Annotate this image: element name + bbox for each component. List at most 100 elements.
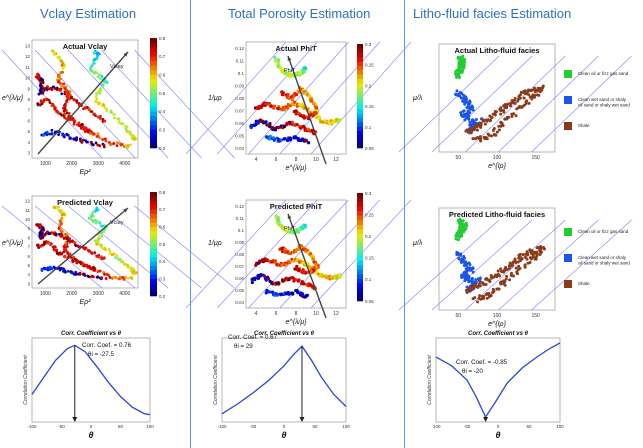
x-tick-label: 100	[556, 424, 564, 429]
data-point	[62, 135, 66, 139]
data-point-brown	[496, 269, 500, 273]
data-point-blue	[462, 97, 466, 101]
data-point	[55, 86, 59, 90]
data-point	[286, 102, 290, 107]
y-tick-label: 8	[27, 235, 30, 240]
data-point	[65, 99, 69, 103]
data-point-brown	[468, 127, 472, 131]
data-point-blue	[465, 285, 469, 289]
y-axis-label: Correlation Coefficient	[23, 355, 29, 405]
colorbar-segment	[357, 274, 363, 279]
data-point-green	[458, 227, 462, 231]
data-point-blue	[460, 274, 464, 278]
colorbar-segment	[150, 47, 157, 53]
colorbar-tick: 0.7	[159, 54, 166, 59]
x-tick-label: 4	[255, 311, 258, 317]
data-point	[96, 275, 100, 279]
data-point-blue	[473, 280, 477, 284]
data-point	[51, 85, 55, 89]
x-tick-label: -50	[464, 424, 471, 429]
data-point	[62, 237, 66, 240]
y-tick-label: 4	[27, 272, 30, 277]
data-point	[285, 106, 290, 110]
colorbar-segment	[357, 83, 363, 88]
data-point-blue	[455, 89, 459, 93]
colorbar-tick: 0.25	[365, 212, 374, 217]
data-point	[316, 265, 320, 269]
x-tick-label: 0	[283, 424, 286, 429]
data-point-brown	[495, 130, 499, 134]
colorbar-segment	[357, 251, 363, 257]
x-tick-label: 12	[333, 157, 339, 163]
y-tick-label: 0.09	[235, 84, 244, 89]
data-point-brown	[488, 114, 492, 118]
data-point	[75, 136, 79, 140]
data-point-brown	[507, 264, 511, 268]
data-point-brown	[528, 95, 532, 99]
colorbar-segment	[150, 79, 157, 85]
data-point	[91, 143, 95, 147]
data-point	[130, 277, 134, 280]
colorbar-tick: 0.5	[159, 91, 166, 96]
colorbar-segment	[357, 143, 363, 149]
data-point-brown	[533, 95, 537, 99]
data-point	[302, 91, 306, 95]
data-point	[96, 115, 100, 119]
plot-area	[31, 39, 139, 159]
data-point	[58, 89, 62, 92]
x-tick-label: 12	[333, 311, 339, 317]
y-axis-label: 1/μρ	[208, 240, 222, 247]
data-point-green	[455, 237, 459, 241]
colorbar-segment	[150, 287, 157, 292]
y-axis-label: e^{λ/μ}	[2, 95, 24, 102]
data-point	[60, 92, 64, 96]
colorbar-tick: 0.3	[159, 127, 166, 132]
colorbar-segment	[357, 287, 363, 293]
data-point	[98, 136, 102, 140]
colorbar-segment	[357, 61, 363, 66]
data-point	[50, 132, 54, 136]
data-point	[121, 275, 125, 279]
data-point	[57, 209, 61, 212]
data-point	[279, 138, 283, 142]
data-point-brown	[499, 112, 503, 116]
data-point-brown	[513, 97, 517, 101]
data-point	[60, 252, 64, 256]
data-point-brown	[535, 93, 539, 97]
data-point	[115, 254, 119, 257]
data-point-brown	[473, 124, 477, 128]
data-point	[89, 267, 93, 271]
data-point-blue	[466, 105, 470, 109]
data-point	[116, 141, 119, 144]
data-point	[55, 206, 59, 210]
data-point-brown	[499, 282, 503, 286]
data-point-blue	[463, 118, 467, 122]
colorbar-segment	[150, 56, 157, 62]
colorbar-segment	[357, 260, 363, 266]
colorbar-segment	[357, 238, 363, 243]
correlation-curve	[435, 342, 561, 419]
colorbar-segment	[357, 87, 363, 92]
data-point	[78, 137, 82, 141]
data-point-brown	[476, 285, 480, 289]
colorbar-segment	[357, 44, 363, 49]
data-point	[297, 247, 301, 252]
data-point-brown	[533, 251, 537, 255]
data-point	[288, 138, 293, 142]
data-point-brown	[486, 278, 490, 282]
data-point	[292, 103, 296, 107]
data-point	[63, 255, 67, 259]
colorbar-segment	[150, 205, 157, 210]
data-point	[98, 144, 102, 148]
arrow-annotation: PhiT	[284, 226, 296, 232]
corr-coef-label: Corr. Coef. = -0.85	[456, 359, 508, 366]
y-tick-label: 0.12	[235, 46, 244, 51]
guide-line	[248, 41, 349, 155]
data-point-green	[458, 64, 462, 68]
legend-swatch	[564, 70, 572, 78]
data-point-green	[461, 226, 465, 230]
data-point	[273, 55, 277, 60]
data-point	[337, 272, 341, 277]
data-point	[100, 243, 104, 247]
guide-line	[431, 55, 533, 153]
